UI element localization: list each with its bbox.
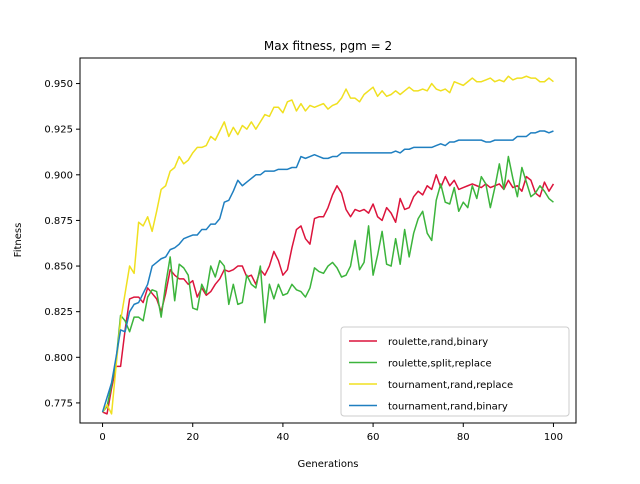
y-tick-label: 0.800 — [44, 353, 73, 364]
y-tick-label: 0.850 — [44, 262, 73, 273]
legend-label-2: tournament,rand,replace — [388, 380, 513, 391]
legend-label-3: tournament,rand,binary — [388, 402, 508, 413]
x-tick-label: 100 — [544, 432, 563, 443]
y-tick-label: 0.825 — [44, 307, 73, 318]
y-tick-label: 0.950 — [44, 79, 73, 90]
legend-label-0: roulette,rand,binary — [388, 337, 488, 348]
series-line-1 — [101, 155, 554, 413]
chart-title: Max fitness, pgm = 2 — [264, 39, 392, 53]
y-axis: 0.775 0.800 0.825 0.850 0.875 0.900 0.925 0.950 — [44, 79, 80, 409]
y-tick-label: 0.775 — [44, 398, 73, 409]
x-tick-label: 40 — [277, 432, 290, 443]
y-tick-label: 0.900 — [44, 170, 73, 181]
x-tick-label: 0 — [99, 432, 105, 443]
x-tick-label: 60 — [367, 432, 380, 443]
legend-label-1: roulette,split,replace — [388, 359, 492, 370]
plot-lines — [101, 75, 555, 415]
y-tick-label: 0.875 — [44, 216, 73, 227]
series-line-2 — [101, 75, 554, 415]
plot-frame — [79, 57, 577, 424]
legend: roulette,rand,binary roulette,split,repla… — [340, 326, 570, 417]
series-line-3 — [101, 130, 554, 413]
x-axis-label: Generations — [298, 459, 359, 470]
y-tick-label: 0.925 — [44, 125, 73, 136]
x-tick-label: 20 — [186, 432, 199, 443]
y-axis-label: Fitness — [13, 223, 24, 258]
x-tick-label: 80 — [457, 432, 470, 443]
legend-box — [340, 326, 570, 417]
x-axis: 0 20 40 60 80 100 — [99, 423, 563, 443]
